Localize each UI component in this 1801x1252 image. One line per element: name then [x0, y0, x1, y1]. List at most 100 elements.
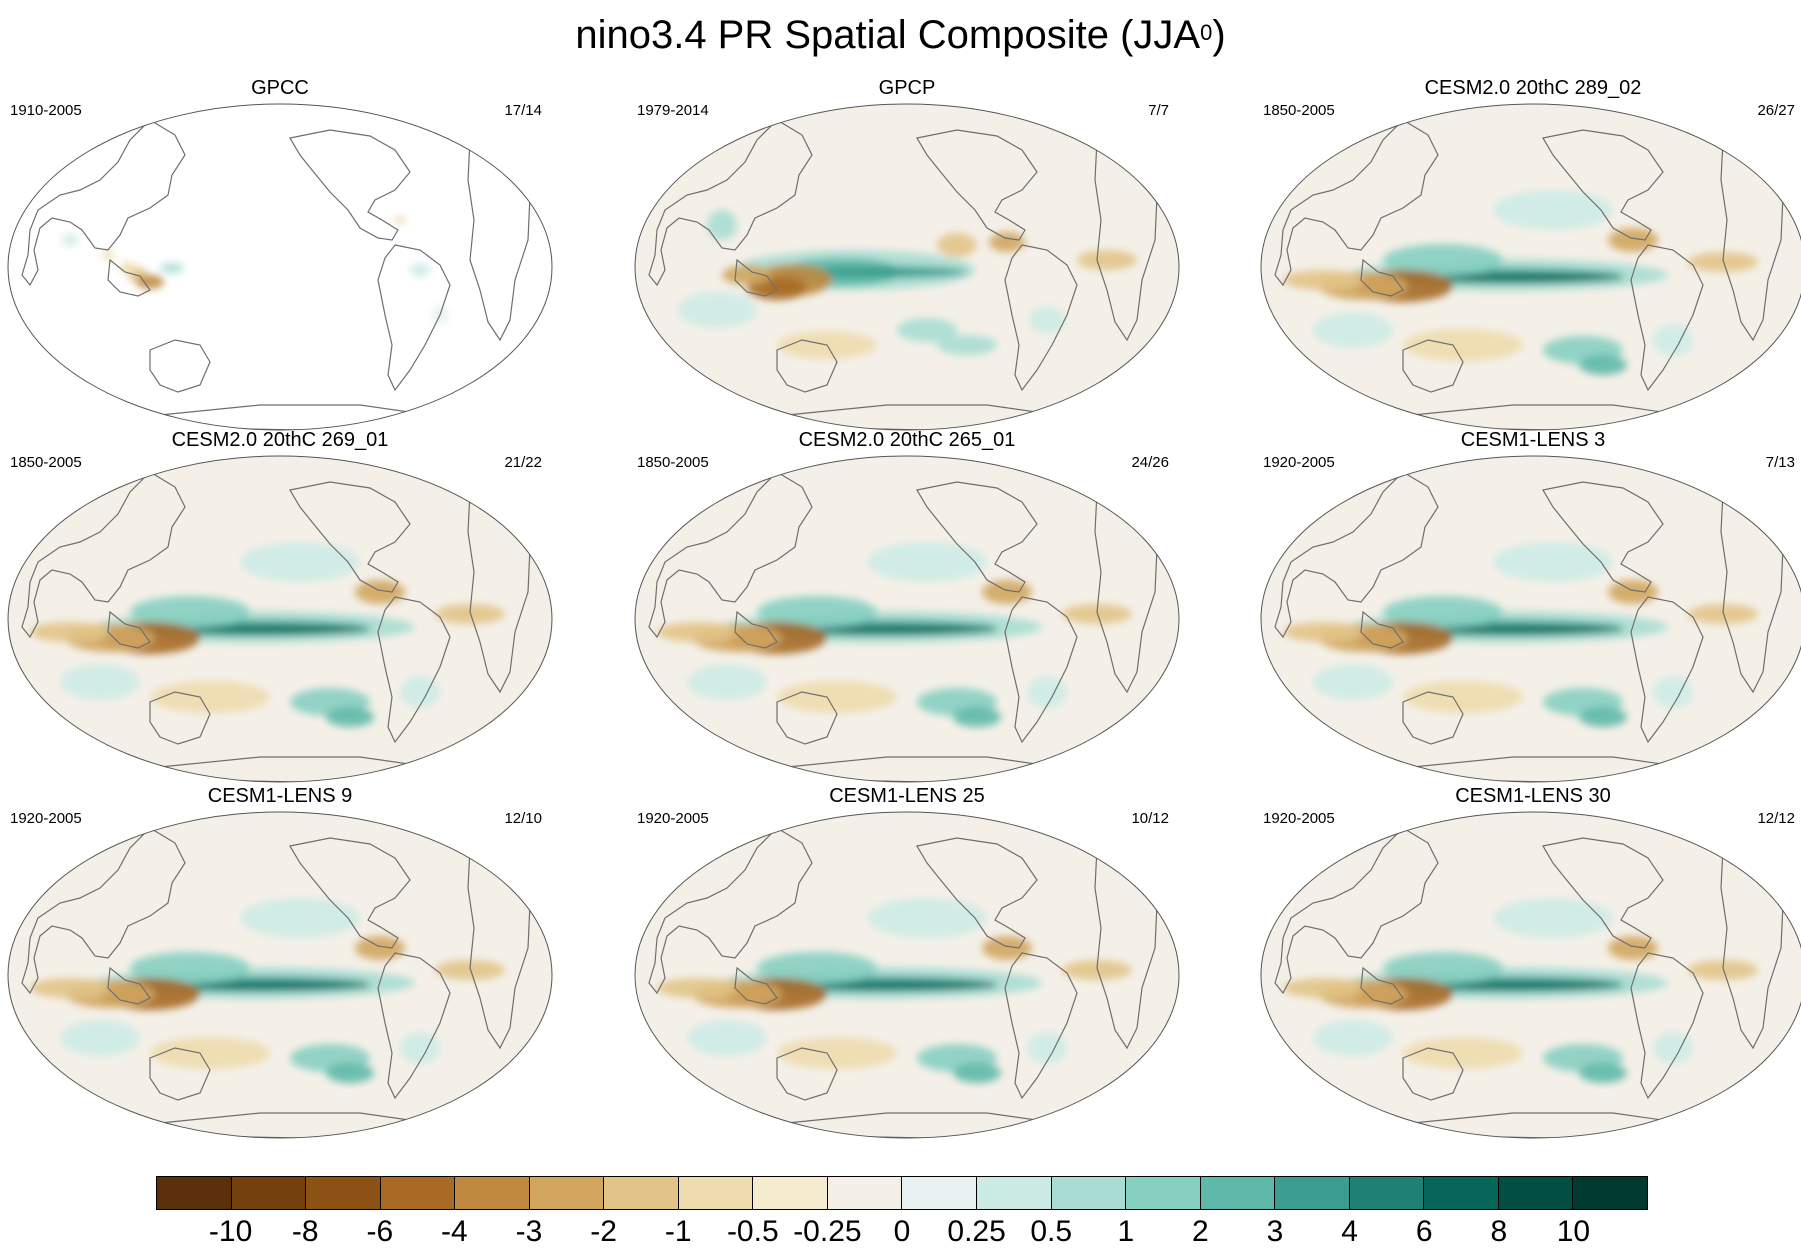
- map-background: [8, 104, 552, 430]
- map-frame: [1260, 811, 1801, 1139]
- colorbar-tick-label: 1: [1117, 1215, 1135, 1248]
- coastline: [149, 691, 211, 745]
- anomaly-region: [1688, 604, 1758, 624]
- anomaly-region: [1027, 676, 1067, 708]
- panel-period: 1910-2005: [10, 102, 82, 119]
- panel-event-count: 17/14: [504, 102, 542, 119]
- anomaly-region: [1383, 952, 1503, 984]
- panel-title: CESM2.0 20thC 289_02: [1424, 77, 1642, 99]
- panel-period: 1920-2005: [10, 810, 82, 827]
- panel-title: GPCC: [251, 77, 309, 99]
- panel-event-count: 7/13: [1765, 454, 1795, 471]
- coastline: [1402, 1047, 1464, 1101]
- colorbar-tick-label: -6: [366, 1215, 394, 1248]
- anomaly-region: [30, 622, 110, 642]
- colorbar-tick-label: 8: [1490, 1215, 1508, 1248]
- anomaly-region: [1313, 1020, 1393, 1056]
- colorbar-box: [157, 1177, 232, 1209]
- coastline: [648, 471, 813, 639]
- figure-title-close: ): [1212, 13, 1226, 57]
- anomaly-region: [62, 234, 78, 246]
- anomaly-region: [326, 1063, 374, 1083]
- colorbar-box: [827, 1177, 903, 1209]
- colorbar-box: [977, 1177, 1052, 1209]
- colorbar-tick-label: -3: [515, 1215, 543, 1248]
- panel-event-count: 21/22: [504, 454, 542, 471]
- anomaly-region: [1077, 250, 1137, 270]
- anomaly-region: [1062, 960, 1132, 980]
- coastline: [916, 129, 1038, 241]
- anomaly-region: [1493, 542, 1613, 582]
- coastline: [289, 481, 411, 593]
- anomaly-region: [677, 292, 757, 328]
- robinson-map: [1260, 811, 1801, 1139]
- panel-period: 1920-2005: [1263, 810, 1335, 827]
- panel-event-count: 10/12: [1131, 810, 1169, 827]
- panel-period: 1920-2005: [1263, 454, 1335, 471]
- map-panel: GPCP 1979-2014 7/7: [627, 76, 1187, 434]
- colorbar-box: [455, 1177, 530, 1209]
- coastline: [648, 827, 813, 995]
- coastline: [377, 244, 451, 392]
- anomaly-region: [1383, 596, 1503, 628]
- anomaly-region: [1653, 676, 1693, 708]
- anomaly-region: [1443, 982, 1623, 990]
- colorbar-tick-label: 10: [1556, 1215, 1591, 1248]
- coastline: [1542, 481, 1664, 593]
- coastline: [21, 827, 186, 995]
- coastline: [1274, 827, 1439, 995]
- anomaly-region: [1443, 274, 1623, 282]
- anomaly-region: [867, 898, 987, 938]
- panel-event-count: 12/10: [504, 810, 542, 827]
- panel-period: 1920-2005: [637, 810, 709, 827]
- anomaly-region: [240, 542, 360, 582]
- coastline: [1360, 258, 1404, 297]
- anomaly-region: [1579, 707, 1627, 727]
- panel-event-count: 26/27: [1757, 102, 1795, 119]
- colorbar-box: [1200, 1177, 1276, 1209]
- map-panel: CESM2.0 20thC 269_01 1850-2005 21/22: [0, 428, 560, 786]
- anomaly-region: [435, 960, 505, 980]
- anomaly-region: [657, 978, 737, 998]
- map-frame: [634, 811, 1180, 1139]
- panel-title: CESM2.0 20thC 265_01: [798, 429, 1016, 451]
- panel-event-count: 7/7: [1148, 102, 1169, 119]
- anomaly-region: [707, 210, 737, 240]
- anomaly-region: [102, 250, 114, 260]
- map-frame: [634, 455, 1180, 783]
- panel-period: 1979-2014: [637, 102, 709, 119]
- anomaly-region: [1493, 190, 1613, 230]
- colorbar-tick-label: -1: [664, 1215, 692, 1248]
- anomaly-region: [326, 707, 374, 727]
- coastline: [648, 119, 813, 287]
- robinson-map: [634, 455, 1180, 783]
- anomaly-region: [937, 233, 977, 257]
- panel-event-count: 12/12: [1757, 810, 1795, 827]
- anomaly-region: [355, 936, 405, 960]
- anomaly-region: [355, 580, 405, 604]
- colorbar-tick-label: 6: [1415, 1215, 1433, 1248]
- anomaly-region: [1313, 664, 1393, 700]
- coastline: [21, 471, 186, 639]
- anomaly-region: [240, 898, 360, 938]
- coastline: [1004, 952, 1078, 1100]
- figure-title-text: nino3.4 PR Spatial Composite (JJA: [575, 13, 1201, 57]
- colorbar-box: [231, 1177, 307, 1209]
- anomaly-region: [190, 982, 370, 990]
- anomaly-region: [136, 275, 164, 289]
- colorbar-box: [380, 1177, 456, 1209]
- anomaly-region: [1383, 244, 1503, 276]
- map-panel: CESM1-LENS 25 1920-2005 10/12: [627, 784, 1187, 1142]
- colorbar-tick-label: -8: [291, 1215, 319, 1248]
- coastline: [1630, 244, 1704, 392]
- map-panel: CESM2.0 20thC 265_01 1850-2005 24/26: [627, 428, 1187, 786]
- anomaly-region: [1608, 936, 1658, 960]
- figure-title-superscript: 0: [1200, 20, 1213, 45]
- coastline: [1630, 596, 1704, 744]
- coastline: [377, 596, 451, 744]
- anomaly-region: [777, 681, 897, 713]
- colorbar-box: [1424, 1177, 1499, 1209]
- coastline: [149, 1047, 211, 1101]
- colorbar-tick-label: 2: [1192, 1215, 1209, 1248]
- colorbar-box: [753, 1177, 828, 1209]
